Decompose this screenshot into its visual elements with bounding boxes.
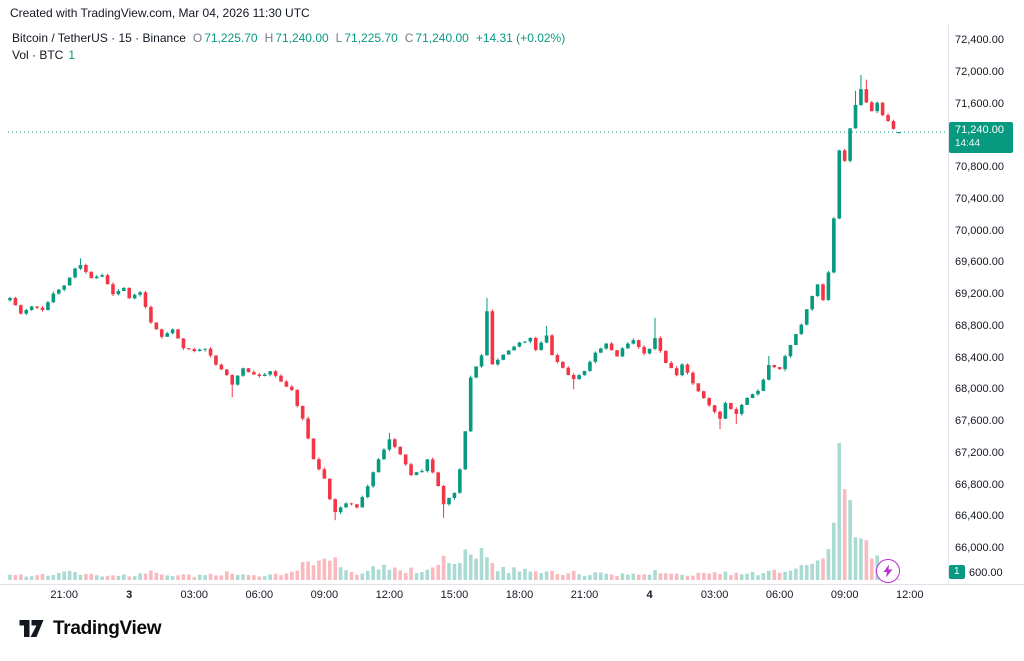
- price-tick: 70,800.00: [955, 161, 1004, 173]
- flash-icon[interactable]: [876, 559, 900, 583]
- time-tick: 06:00: [245, 589, 274, 601]
- bar-countdown: 14:44: [955, 138, 981, 150]
- volume-layer: [8, 443, 901, 580]
- attribution-text: Created with TradingView.com, Mar 04, 20…: [10, 6, 310, 20]
- time-tick: 12:00: [375, 589, 404, 601]
- time-tick: 15:00: [440, 589, 469, 601]
- time-tick: 03:00: [180, 589, 209, 601]
- chart-legend: Bitcoin / TetherUS · 15 · Binance O 71,22…: [12, 29, 565, 63]
- price-tick: 69,200.00: [955, 288, 1004, 300]
- footer-logo[interactable]: TradingView: [18, 616, 162, 641]
- price-tick: 66,800.00: [955, 478, 1004, 491]
- price-tick: 70,400.00: [955, 192, 1004, 205]
- time-tick: 3: [126, 589, 133, 601]
- price-axis[interactable]: 72,400.00 72,000.00 71,600.00 70,800.00 70,4…: [955, 0, 1019, 600]
- price-tick: 68,400.00: [955, 351, 1004, 364]
- symbol-title[interactable]: Bitcoin / TetherUS · 15 · Binance: [12, 30, 186, 45]
- ohlc-key: H: [264, 30, 274, 45]
- lightning-bolt-icon: [883, 564, 893, 578]
- ohlc-key: O: [192, 30, 203, 45]
- volume-axis-badge: 1: [949, 565, 965, 579]
- price-tick: 70,000.00: [955, 224, 1004, 237]
- price-tick: 67,600.00: [955, 415, 1004, 427]
- price-tick: 68,000.00: [955, 383, 1004, 396]
- time-tick: 21:00: [570, 589, 599, 601]
- volume-axis-tick: 600.00: [969, 567, 1003, 579]
- last-price: 71,240.00: [955, 124, 1004, 137]
- time-tick: 4: [646, 589, 653, 601]
- price-tick: 72,000.00: [955, 65, 1004, 78]
- ohlc-value: 71,225.70: [344, 30, 398, 45]
- price-tick: 69,600.00: [955, 256, 1004, 269]
- change-value: +14.31 (+0.02%): [475, 30, 566, 45]
- time-tick: 06:00: [765, 589, 794, 601]
- time-axis[interactable]: 21:00 3 03:00 06:00 09:00 12:00 15:00 18:00 21:0…: [0, 589, 960, 603]
- tradingview-logo-icon: [19, 620, 44, 637]
- ohlc-key: L: [335, 30, 343, 45]
- time-tick: 12:00: [895, 589, 924, 601]
- legend-row-volume: Vol · BTC 1: [12, 46, 565, 63]
- volume-value: 1: [68, 47, 76, 62]
- price-tick: 72,400.00: [955, 34, 1004, 46]
- time-tick: 03:00: [700, 589, 729, 601]
- ohlc-value: 71,240.00: [275, 30, 329, 45]
- ohlc-value: 71,225.70: [204, 30, 258, 45]
- time-tick: 18:00: [505, 589, 534, 601]
- price-tick: 71,600.00: [955, 97, 1004, 110]
- price-tick: 67,200.00: [955, 446, 1004, 459]
- ohlc-value: 71,240.00: [415, 30, 469, 45]
- ohlc-values: O 71,225.70 H 71,240.00 L 71,225.70 C 71,240.00: [186, 31, 469, 45]
- time-tick: 21:00: [50, 589, 78, 601]
- price-tick: 66,400.00: [955, 510, 1004, 523]
- last-price-badge: 71,240.00 14:44: [949, 122, 1013, 154]
- time-tick: 09:00: [310, 589, 339, 601]
- tradingview-logo-text: TradingView: [53, 617, 162, 639]
- price-tick: 66,000.00: [955, 542, 1004, 554]
- time-tick: 09:00: [830, 589, 859, 601]
- volume-label: Vol · BTC: [12, 47, 64, 62]
- price-tick: 68,800.00: [955, 319, 1004, 332]
- candles-layer: [8, 74, 901, 521]
- legend-row-symbol: Bitcoin / TetherUS · 15 · Binance O 71,22…: [12, 29, 565, 46]
- ohlc-key: C: [404, 30, 414, 45]
